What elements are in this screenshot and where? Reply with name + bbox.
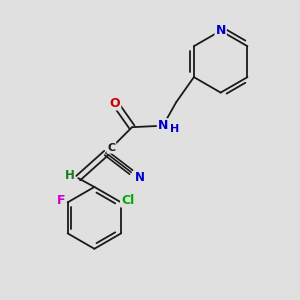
Text: H: H [169, 124, 179, 134]
Text: N: N [134, 171, 144, 184]
Text: H: H [64, 169, 74, 182]
Text: O: O [110, 97, 120, 110]
Text: C: C [107, 143, 116, 153]
Text: F: F [57, 194, 65, 207]
Text: Cl: Cl [121, 194, 134, 207]
Text: N: N [215, 24, 226, 37]
Text: N: N [158, 119, 168, 132]
